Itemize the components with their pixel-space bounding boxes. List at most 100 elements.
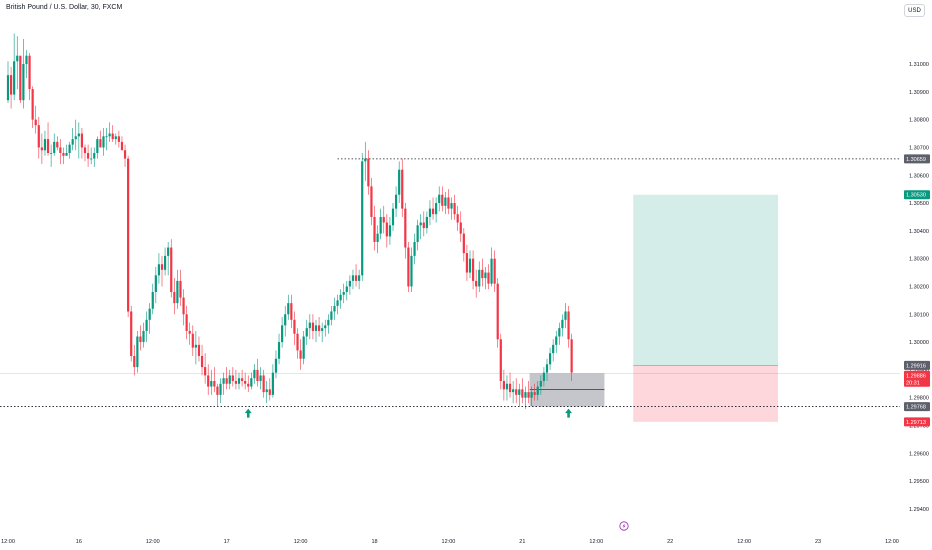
candle-body: [388, 225, 392, 237]
candle: [444, 191, 447, 215]
candle-body: [62, 153, 65, 156]
candle: [542, 367, 546, 387]
candle-body: [542, 372, 546, 381]
x-tick-label: 12:00: [442, 539, 456, 545]
y-tick-label: 1.30500: [909, 201, 929, 207]
candle: [376, 225, 379, 254]
candle: [361, 153, 364, 281]
candle: [53, 133, 56, 156]
candle-body: [518, 389, 521, 395]
candle-body: [530, 392, 533, 398]
candle-body: [382, 216, 385, 223]
price-axis: 1.31000 1.30900 1.30800 1.30700 1.30600 1.305…: [909, 62, 929, 513]
candle-body: [447, 197, 450, 209]
candle: [19, 55, 22, 103]
candle: [545, 358, 549, 381]
candle: [561, 314, 564, 337]
candle: [465, 244, 469, 281]
candle-body: [111, 133, 114, 140]
candle-body: [471, 258, 475, 281]
candle-body: [262, 375, 265, 393]
candle: [50, 144, 53, 167]
candle-body: [99, 139, 102, 148]
candle-body: [410, 255, 413, 287]
candle: [438, 186, 441, 212]
candle: [348, 275, 351, 295]
candle-body: [567, 311, 570, 340]
candle-body: [213, 380, 216, 387]
candle-body: [287, 303, 290, 315]
x-tick-label: 21: [519, 539, 525, 545]
candle: [123, 144, 127, 167]
candle: [567, 305, 570, 348]
candle-body: [508, 383, 512, 393]
candle-body: [459, 222, 462, 234]
candle-body: [351, 275, 355, 281]
candle: [321, 322, 324, 343]
x-tick-label: 12:00: [589, 539, 603, 545]
candle-body: [416, 225, 419, 242]
candle: [382, 205, 385, 234]
candle: [167, 241, 170, 276]
candle: [394, 186, 398, 217]
candle-body: [86, 153, 90, 159]
candle-body: [533, 392, 536, 395]
candle-body: [68, 144, 71, 154]
overlays: [0, 158, 900, 531]
candles: [6, 33, 573, 409]
candle: [188, 322, 191, 345]
candle-body: [330, 311, 333, 320]
candle-body: [43, 139, 47, 151]
candle: [358, 269, 361, 290]
candle-body: [231, 375, 234, 381]
candle: [314, 319, 318, 343]
candle: [345, 280, 348, 301]
candle: [281, 317, 284, 348]
x-tick-label: 12:00: [1, 539, 15, 545]
candle: [136, 330, 139, 373]
candle: [555, 330, 558, 354]
candle: [502, 369, 505, 401]
candle-body: [348, 280, 351, 287]
candle-body: [293, 319, 296, 334]
candle: [370, 178, 373, 226]
candle: [22, 39, 25, 109]
candle: [34, 105, 37, 134]
candle-body: [96, 139, 99, 154]
y-tick-label: 1.30100: [909, 312, 929, 318]
candle-body: [490, 258, 493, 284]
candle-body: [185, 314, 188, 331]
candle-body: [225, 378, 228, 384]
candle-body: [561, 319, 564, 329]
currency-button[interactable]: USD: [904, 4, 925, 17]
y-tick-label: 1.30700: [909, 145, 929, 151]
candle: [204, 353, 207, 384]
candle: [170, 239, 173, 298]
candle: [441, 186, 444, 212]
candle-body: [444, 197, 447, 206]
level-badge: [904, 154, 930, 164]
candle-body: [151, 292, 154, 309]
candle-body: [163, 255, 167, 270]
candle-body: [102, 136, 105, 148]
candle-body: [182, 297, 185, 315]
x-tick-label: 12:00: [885, 539, 899, 545]
candle: [367, 150, 370, 195]
candle: [151, 283, 154, 315]
candle: [496, 278, 499, 348]
candle-body: [114, 136, 117, 140]
lightning-icon: [619, 521, 629, 531]
candle-body: [22, 64, 25, 101]
candle-body: [259, 375, 262, 381]
candle: [530, 386, 533, 407]
candle: [277, 333, 281, 365]
candle-body: [308, 322, 311, 329]
candle-body: [170, 247, 173, 293]
candle: [447, 189, 450, 215]
candle: [176, 269, 179, 309]
candle-body: [404, 208, 407, 248]
level-badge: [904, 402, 930, 412]
current-price-badge: [904, 370, 930, 387]
